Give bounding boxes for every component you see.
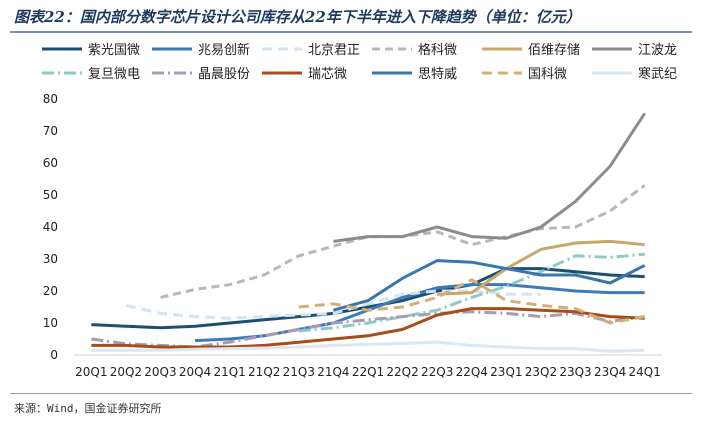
x-tick-label: 20Q3 xyxy=(144,365,176,379)
legend-label-1: 兆易创新 xyxy=(198,42,250,58)
series-line-8 xyxy=(91,307,645,349)
legend-label-9: 思特威 xyxy=(418,67,457,82)
legend-label-0: 紫光国微 xyxy=(88,43,140,58)
y-tick-label: 40 xyxy=(43,220,58,234)
legend-label-8: 瑞芯微 xyxy=(308,67,347,82)
y-tick-label: 80 xyxy=(43,92,58,106)
series-line-7 xyxy=(91,310,645,349)
chart-title: 图表22：国内部分数字芯片设计公司库存从22年下半年进入下降趋势（单位：亿元） xyxy=(14,8,581,26)
y-tick-label: 10 xyxy=(43,316,58,330)
legend-label-2: 北京君正 xyxy=(308,43,360,58)
y-tick-label: 60 xyxy=(43,156,58,170)
y-tick-label: 50 xyxy=(43,188,58,202)
x-tick-label: 23Q1 xyxy=(490,365,522,379)
x-tick-label: 23Q3 xyxy=(559,365,591,379)
x-tick-label: 22Q2 xyxy=(386,365,418,379)
x-axis: 20Q1 20Q2 20Q3 20Q4 21Q1 21Q2 21Q3 21Q4 22Q1 22Q2… xyxy=(74,354,662,379)
legend-label-11: 寒武纪 xyxy=(638,66,677,82)
series-line-9 xyxy=(332,259,646,312)
y-axis: 0 10 20 30 40 50 60 70 80 xyxy=(43,92,58,362)
legend-label-6: 复旦微电 xyxy=(88,67,140,82)
y-tick-label: 30 xyxy=(43,252,58,266)
x-tick-label: 20Q4 xyxy=(179,365,211,379)
x-tick-label: 21Q3 xyxy=(283,365,315,379)
series-line-10 xyxy=(298,278,645,325)
series-line-5 xyxy=(333,112,646,243)
series-line-6 xyxy=(298,252,645,333)
x-tick-label: 21Q4 xyxy=(317,365,349,379)
series-lines xyxy=(91,112,646,353)
y-tick-label: 0 xyxy=(50,348,58,362)
x-tick-label: 22Q1 xyxy=(352,365,384,379)
title-rule xyxy=(10,31,692,33)
series-line-0 xyxy=(91,267,645,330)
x-tick-label: 21Q2 xyxy=(248,365,280,379)
legend-label-3: 格科微 xyxy=(418,42,457,58)
x-tick-label: 22Q3 xyxy=(421,365,453,379)
y-tick-label: 20 xyxy=(43,284,58,298)
series-line-11 xyxy=(91,340,645,353)
y-tick-label: 70 xyxy=(43,124,58,138)
source-rule xyxy=(10,393,692,394)
x-tick-label: 23Q4 xyxy=(594,365,626,379)
x-tick-label: 20Q2 xyxy=(110,365,142,379)
legend-label-7: 晶晨股份 xyxy=(198,67,250,82)
legend-label-10: 国科微 xyxy=(528,67,567,82)
x-tick-label: 21Q1 xyxy=(213,365,245,379)
x-tick-label: 23Q2 xyxy=(525,365,557,379)
legend-label-5: 江波龙 xyxy=(638,43,677,58)
legend-label-4: 佰维存储 xyxy=(528,43,580,58)
x-tick-label: 20Q1 xyxy=(75,365,107,379)
x-tick-label: 24Q1 xyxy=(629,365,661,379)
series-line-4 xyxy=(437,239,645,296)
series-line-2 xyxy=(125,289,541,320)
x-tick-label: 22Q4 xyxy=(456,365,488,379)
source-note: 来源：Wind，国金证券研究所 xyxy=(14,402,162,415)
